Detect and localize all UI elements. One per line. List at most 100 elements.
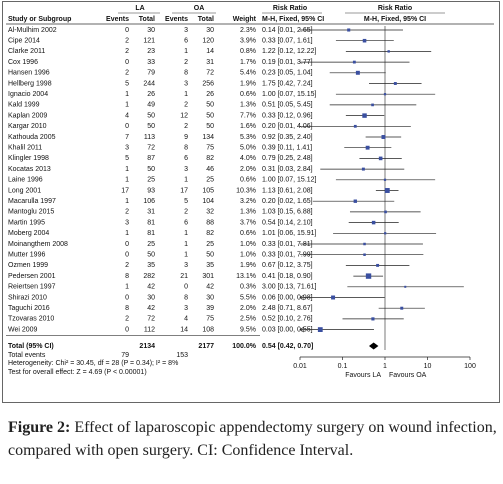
study-name: Cipe 2014	[8, 38, 40, 45]
total-cell: 2177	[198, 343, 214, 350]
cell: 3	[125, 145, 129, 152]
cell: 0.33 [0.01, 7.81]	[262, 241, 313, 248]
heterogeneity: Heterogeneity: Chi² = 30.45, df = 28 (P …	[8, 360, 178, 367]
cell: 1.0%	[240, 241, 256, 248]
cell: 30	[206, 294, 214, 301]
cell: 120	[202, 38, 214, 45]
total-cell: 0.54 [0.42, 0.70]	[262, 343, 313, 350]
cell: 0.20 [0.01, 4.06]	[262, 123, 313, 130]
cell: 104	[202, 198, 214, 205]
weight-box	[384, 232, 387, 235]
cell: 0	[184, 284, 188, 291]
study-name: Ignacio 2004	[8, 91, 48, 98]
cell: 49	[147, 102, 155, 109]
weight-box	[365, 273, 372, 279]
cell: 2	[184, 102, 188, 109]
cell: 14	[206, 48, 214, 55]
cell: 0.06 [0.00, 0.98]	[262, 294, 313, 301]
cell: 134	[202, 134, 214, 141]
study-name: Kocatas 2013	[8, 166, 51, 173]
cell: 23	[147, 48, 155, 55]
cell: 3.00 [0.13, 71.61]	[262, 284, 317, 291]
weight-box	[317, 327, 323, 332]
cell: 2	[125, 70, 129, 77]
cell: 5	[125, 155, 129, 162]
study-name: Klingler 1998	[8, 155, 49, 162]
tick-label: 1	[383, 363, 387, 370]
total-events: 153	[176, 352, 188, 359]
cell: 1.3%	[240, 209, 256, 216]
column-header: Events	[106, 16, 129, 23]
study-name: Mutter 1996	[8, 252, 45, 259]
cell: 2	[184, 123, 188, 130]
cell: 2.3%	[240, 27, 256, 34]
cell: 5.5%	[240, 294, 256, 301]
cell: 0.6%	[240, 91, 256, 98]
cell: 0.8%	[240, 48, 256, 55]
cell: 50	[206, 112, 214, 119]
overall-effect: Test for overall effect: Z = 4.69 (P < 0…	[8, 369, 147, 376]
cell: 9.5%	[240, 326, 256, 333]
cell: 0.33 [0.01, 7.99]	[262, 252, 313, 259]
cell: 0.20 [0.02, 1.65]	[262, 198, 313, 205]
study-name: Hellberg 1998	[8, 80, 52, 87]
cell: 1.75 [0.42, 7.24]	[262, 80, 313, 87]
cell: 50	[147, 112, 155, 119]
total-cell: 2134	[139, 343, 155, 350]
cell: 121	[143, 38, 155, 45]
cell: 5.3%	[240, 134, 256, 141]
cell: 1.00 [0.07, 15.15]	[262, 91, 317, 98]
cell: 1	[125, 284, 129, 291]
cell: 81	[147, 219, 155, 226]
study-name: Kaplan 2009	[8, 112, 47, 119]
study-name: Taguchi 2016	[8, 305, 50, 312]
cell: 1	[125, 198, 129, 205]
cell: 2	[184, 59, 188, 66]
cell: 93	[147, 187, 155, 194]
cell: 25	[206, 241, 214, 248]
cell: 50	[147, 166, 155, 173]
cell: 3	[125, 219, 129, 226]
cell: 1	[184, 91, 188, 98]
cell: 17	[121, 187, 129, 194]
cell: 1	[125, 166, 129, 173]
cell: 50	[206, 123, 214, 130]
cell: 1.0%	[240, 252, 256, 259]
weight-box	[355, 70, 360, 75]
cell: 31	[147, 209, 155, 216]
cell: 5	[125, 80, 129, 87]
cell: 2	[125, 316, 129, 323]
weight-box	[400, 306, 404, 310]
weight-box	[381, 135, 386, 139]
cell: 0.03 [0.00, 0.55]	[262, 326, 313, 333]
weight-box	[371, 220, 376, 225]
cell: 106	[143, 198, 155, 205]
cell: 75	[206, 145, 214, 152]
study-name: Reiertsen 1997	[8, 284, 56, 291]
cell: 21	[180, 273, 188, 280]
cell: 30	[147, 27, 155, 34]
study-name: Al-Mulhim 2002	[8, 27, 57, 34]
weight-box	[384, 188, 390, 193]
cell: 2	[184, 209, 188, 216]
cell: 79	[147, 70, 155, 77]
weight-box	[362, 38, 367, 43]
cell: 2.5%	[240, 316, 256, 323]
group-header: OA	[194, 5, 205, 12]
cell: 4	[125, 112, 129, 119]
cell: 3	[184, 80, 188, 87]
cell: 1.13 [0.61, 2.08]	[262, 187, 313, 194]
figure-border	[2, 1, 500, 403]
study-name: Hansen 1996	[8, 70, 50, 77]
cell: 112	[144, 326, 155, 333]
column-header: Total	[139, 16, 155, 23]
cell: 81	[147, 230, 155, 237]
cell: 30	[206, 27, 214, 34]
weight-box	[383, 178, 387, 181]
cell: 6	[184, 219, 188, 226]
cell: 17	[180, 187, 188, 194]
group-header: Risk Ratio	[378, 5, 412, 12]
cell: 5	[184, 198, 188, 205]
cell: 2	[125, 209, 129, 216]
